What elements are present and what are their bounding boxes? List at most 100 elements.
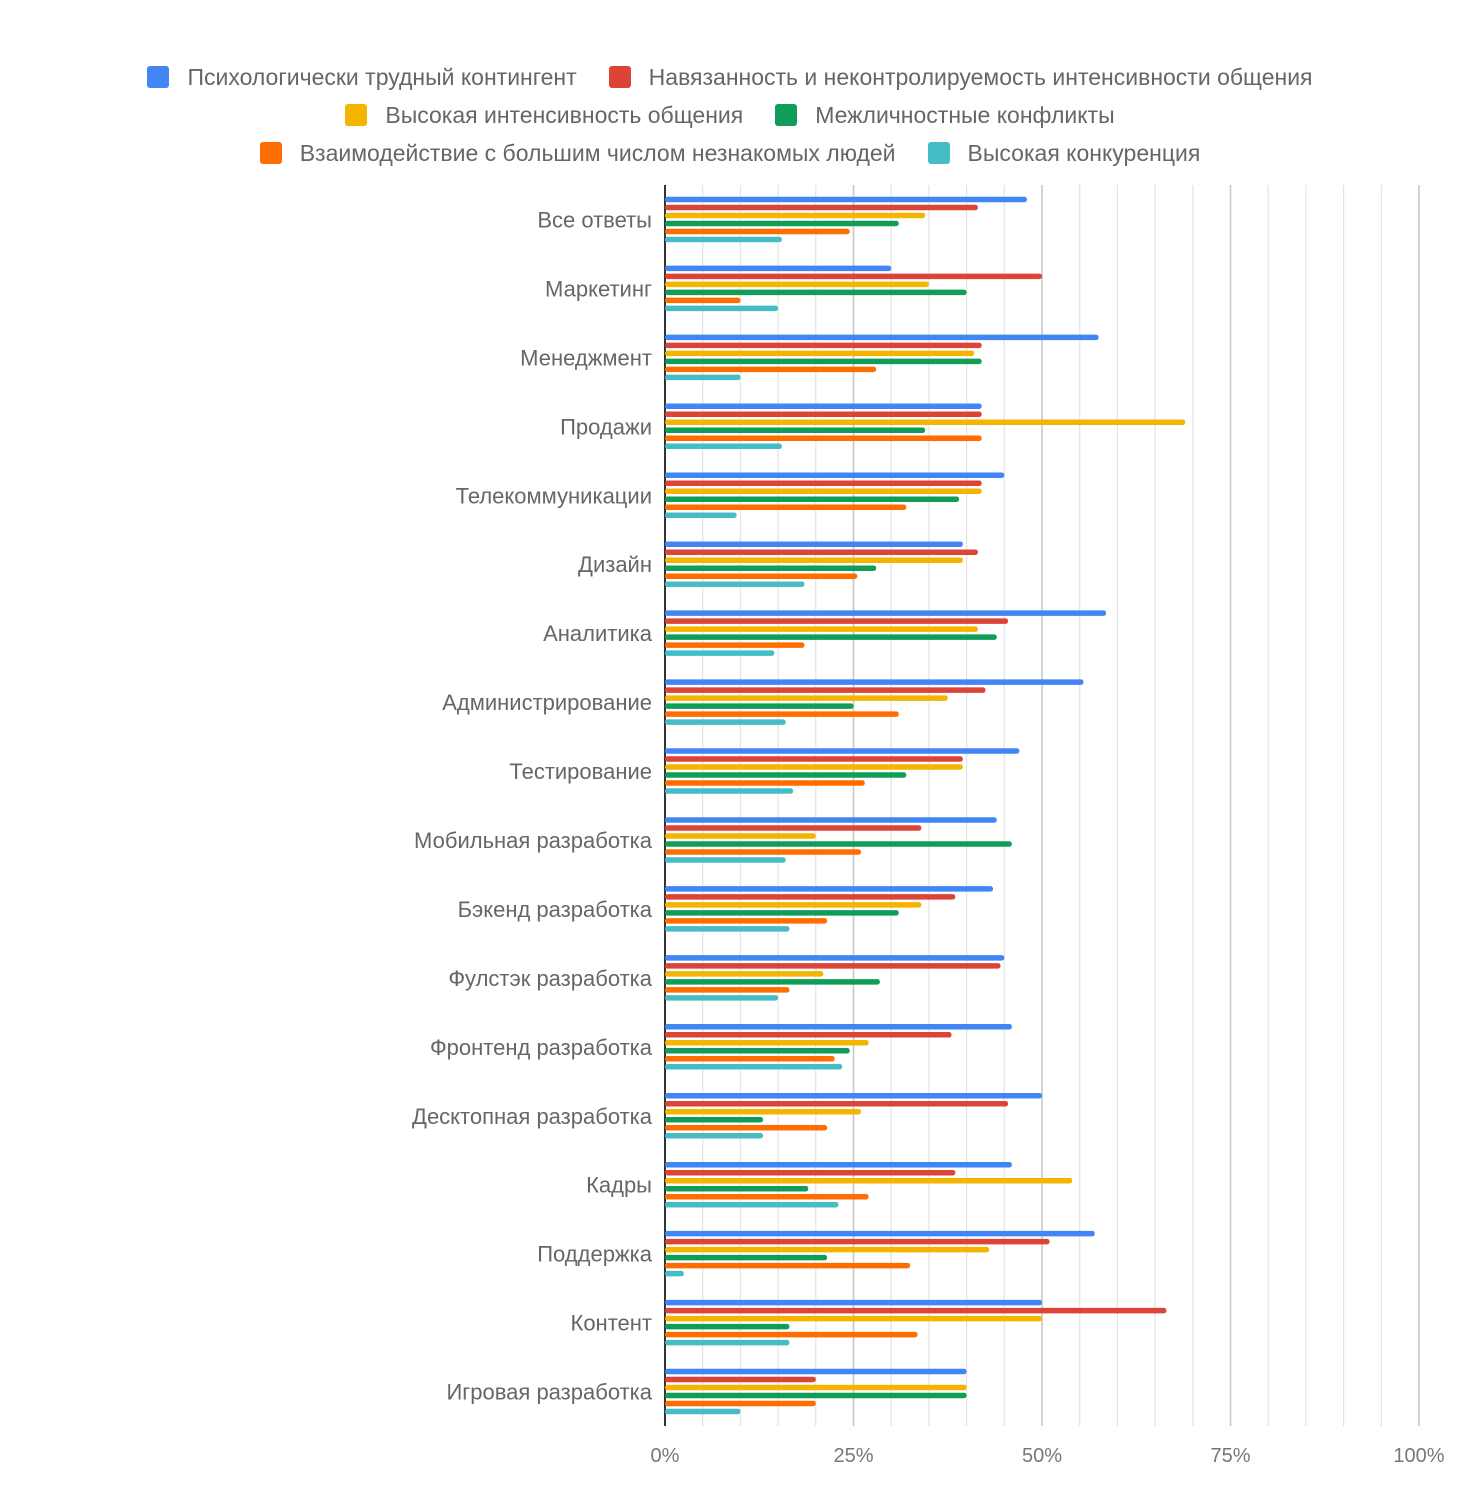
legend-row: Психологически трудный контингент Навязан…	[0, 58, 1460, 96]
category-label: Контент	[571, 1311, 653, 1336]
legend-row: Высокая интенсивность общения Межличностн…	[0, 96, 1460, 134]
bar	[665, 772, 907, 778]
category-label: Десктопная разработка	[412, 1104, 653, 1129]
bar	[665, 289, 967, 296]
bar	[665, 1246, 990, 1253]
bar	[665, 1408, 741, 1415]
bar	[665, 443, 782, 450]
category-label: Фронтенд разработка	[430, 1035, 653, 1060]
bar	[665, 1064, 843, 1070]
bar	[665, 196, 1027, 203]
bar	[665, 955, 1005, 961]
bar	[665, 581, 805, 587]
bar	[665, 1331, 918, 1338]
bar	[665, 228, 850, 235]
bar	[665, 841, 1012, 847]
bar	[665, 1262, 911, 1269]
bar	[665, 902, 922, 908]
bar	[665, 273, 1042, 280]
bar	[665, 1254, 828, 1261]
bar	[665, 650, 775, 656]
legend-label: Высокая конкуренция	[967, 139, 1201, 166]
category-label: Дизайн	[578, 552, 652, 577]
bar	[665, 857, 786, 863]
bar	[665, 610, 1107, 616]
x-tick-label: 0%	[651, 1445, 680, 1467]
bar	[665, 687, 986, 693]
bar	[665, 435, 982, 442]
legend-label: Взаимодействие с большим числом незнаком…	[299, 139, 896, 166]
bar	[665, 1125, 828, 1131]
bar	[665, 1339, 790, 1346]
bar	[665, 480, 982, 486]
bar	[665, 756, 963, 762]
bar	[665, 427, 926, 434]
bar	[665, 220, 899, 227]
bar	[665, 1193, 869, 1200]
category-label: Телекоммуникации	[456, 483, 652, 508]
bar	[665, 1169, 956, 1176]
bar	[665, 204, 978, 211]
bar	[665, 305, 779, 312]
bar	[665, 711, 899, 717]
bar	[665, 358, 982, 365]
bar	[665, 334, 1099, 341]
legend-label: Высокая интенсивность общения	[385, 101, 744, 128]
bar	[665, 1117, 764, 1123]
bar	[665, 374, 741, 381]
legend-item[interactable]: Взаимодействие с большим числом незнаком…	[259, 139, 896, 167]
legend-item[interactable]: Высокая конкуренция	[927, 139, 1201, 167]
bar	[665, 748, 1020, 754]
x-tick-label: 50%	[1022, 1445, 1062, 1467]
bar	[665, 1376, 816, 1383]
bar	[665, 618, 1009, 624]
legend-swatch	[608, 66, 631, 88]
bar	[665, 297, 741, 304]
x-tick-label: 100%	[1393, 1445, 1444, 1467]
category-label: Кадры	[586, 1173, 652, 1198]
bar	[665, 642, 805, 648]
category-label: Мобильная разработка	[414, 828, 653, 853]
category-label: Игровая разработка	[446, 1380, 652, 1405]
category-label: Маркетинг	[545, 276, 652, 301]
legend-item[interactable]: Навязанность и неконтролируемость интенс…	[608, 63, 1313, 91]
x-tick-label: 75%	[1210, 1445, 1250, 1467]
category-label: Менеджмент	[520, 345, 652, 370]
category-label: Администрирование	[442, 690, 652, 715]
bar	[665, 695, 948, 701]
bar	[665, 557, 963, 563]
bar	[665, 366, 877, 373]
bar	[665, 995, 779, 1001]
bar	[665, 1368, 967, 1375]
bar	[665, 496, 960, 502]
bar	[665, 1109, 862, 1115]
legend-item[interactable]: Психологически трудный контингент	[147, 63, 577, 91]
bar	[665, 1048, 850, 1054]
category-label: Тестирование	[509, 759, 652, 784]
legend-swatch	[927, 142, 950, 164]
bar	[665, 963, 1001, 969]
legend-item[interactable]: Межличностные конфликты	[775, 102, 1115, 129]
category-label: Фулстэк разработка	[448, 966, 652, 991]
bar	[665, 910, 899, 916]
category-label: Бэкенд разработка	[458, 897, 653, 922]
bar	[665, 212, 926, 219]
category-label: Все ответы	[537, 207, 652, 232]
legend-label: Навязанность и неконтролируемость интенс…	[648, 63, 1313, 90]
bar	[665, 1384, 967, 1391]
bar	[665, 849, 862, 855]
bar	[665, 719, 786, 725]
legend-item[interactable]: Высокая интенсивность общения	[345, 102, 743, 129]
bar	[665, 573, 858, 579]
bar	[665, 1238, 1050, 1245]
bar	[665, 1024, 1012, 1030]
bar	[665, 703, 854, 709]
bar	[665, 1056, 835, 1062]
bar	[665, 626, 978, 632]
bar	[665, 1392, 967, 1399]
bar	[665, 541, 963, 547]
legend-label: Психологически трудный контингент	[187, 63, 577, 90]
bar	[665, 1032, 952, 1038]
bar	[665, 825, 922, 831]
bar	[665, 1185, 809, 1192]
